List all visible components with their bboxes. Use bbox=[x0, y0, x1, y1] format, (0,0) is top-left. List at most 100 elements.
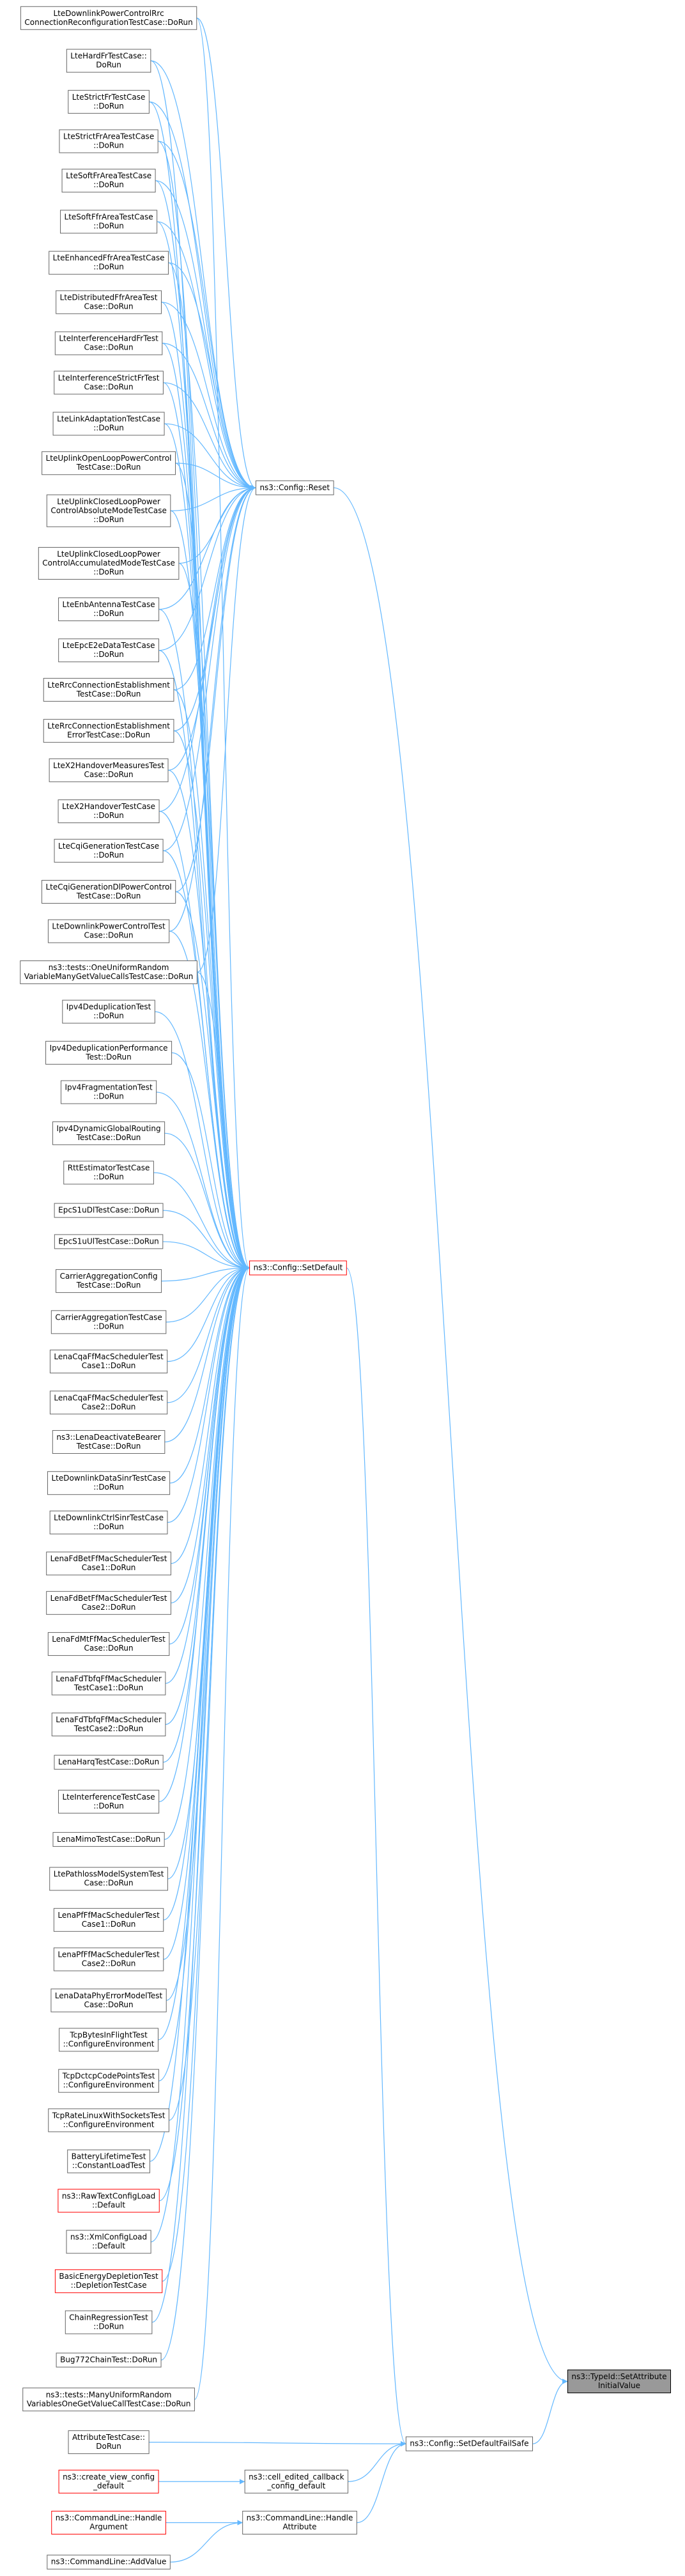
node-label: LteCqiGenerationDlPowerControl bbox=[45, 883, 171, 891]
edge bbox=[178, 562, 250, 1271]
node-label: LteEnhancedFfrAreaTestCase bbox=[53, 254, 165, 263]
node-label: ControlAbsoluteModeTestCase bbox=[50, 506, 167, 515]
edge bbox=[170, 510, 250, 1271]
graph-node: ns3::Config::Reset bbox=[255, 480, 334, 495]
node-label: Case::DoRun bbox=[84, 343, 134, 352]
node-label: TcpDctcpCodePointsTest bbox=[62, 2072, 155, 2081]
edge bbox=[162, 343, 256, 491]
edge bbox=[159, 1265, 250, 2202]
edge bbox=[161, 1265, 250, 1282]
node-box bbox=[60, 1080, 157, 1104]
node-label: ns3::cell_edited_callback bbox=[249, 2472, 344, 2481]
graph-node: CarrierAggregationTestCase::DoRun bbox=[50, 1310, 167, 1334]
node-label: Case1::DoRun bbox=[82, 1563, 136, 1572]
node-label: Case2::DoRun bbox=[82, 1959, 136, 1968]
node-label: LenaDataPhyErrorModelTest bbox=[55, 1991, 163, 2000]
edge bbox=[175, 463, 250, 1271]
node-box bbox=[53, 1947, 164, 1971]
node-label: DoRun bbox=[96, 2442, 121, 2451]
edge bbox=[168, 485, 256, 771]
node-label: Case2::DoRun bbox=[82, 1603, 136, 1612]
graph-node: ns3::XmlConfigLoad::Default bbox=[66, 2230, 151, 2254]
node-box bbox=[47, 1632, 170, 1656]
node-label: DoRun bbox=[96, 61, 121, 70]
node-box bbox=[46, 1591, 171, 1615]
node-label: InitialValue bbox=[598, 2381, 640, 2390]
node-label: Ipv4DynamicGlobalRouting bbox=[57, 1124, 161, 1133]
node-label: LteUplinkClosedLoopPower bbox=[57, 550, 160, 559]
node-label: ::ConfigureEnvironment bbox=[63, 2120, 155, 2129]
edge bbox=[150, 1265, 250, 2162]
edge bbox=[151, 1265, 250, 2242]
node-label: EpcS1uDlTestCase::DoRun bbox=[58, 1206, 159, 1215]
node-label: TestCase::DoRun bbox=[76, 1281, 141, 1290]
edge bbox=[163, 1210, 250, 1271]
node-box bbox=[51, 2511, 166, 2535]
node-box bbox=[58, 2469, 159, 2494]
node-label: ::DoRun bbox=[93, 811, 124, 820]
edge bbox=[157, 221, 256, 491]
edge bbox=[168, 262, 250, 1271]
node-label: LtePathlossModelSystemTest bbox=[54, 1870, 164, 1879]
graph-node: ns3::tests::OneUniformRandomVariableMany… bbox=[20, 960, 197, 984]
graph-node: ns3::CommandLine::AddValue bbox=[47, 2554, 171, 2570]
graph-node: ChainRegressionTest::DoRun bbox=[65, 2310, 153, 2334]
graph-node: ns3::Config::SetDefaultFailSafe bbox=[405, 2436, 534, 2451]
node-label: Case::DoRun bbox=[84, 931, 134, 940]
node-label: LteDownlinkDataSinrTestCase bbox=[52, 1474, 166, 1483]
node-label: LteInterferenceHardFrTest bbox=[59, 334, 158, 343]
node-label: ::DoRun bbox=[93, 1092, 124, 1101]
node-box bbox=[45, 1040, 173, 1065]
node-box bbox=[50, 1988, 167, 2012]
node-label: LteHardFrTestCase:: bbox=[70, 52, 147, 61]
edge bbox=[348, 2441, 406, 2482]
node-label: LenaHarqTestCase::DoRun bbox=[58, 1757, 159, 1766]
edge bbox=[164, 1132, 250, 1271]
node-box bbox=[49, 251, 169, 275]
graph-node: RttEstimatorTestCase::DoRun bbox=[63, 1161, 154, 1185]
edge bbox=[159, 485, 256, 812]
node-box bbox=[66, 49, 151, 73]
node-box bbox=[53, 1908, 164, 1932]
node-box bbox=[20, 960, 197, 984]
node-box bbox=[49, 1391, 168, 1415]
node-label: ::DoRun bbox=[93, 1172, 124, 1181]
node-label: Ipv4FragmentationTest bbox=[65, 1083, 152, 1092]
edge bbox=[158, 485, 256, 651]
node-box bbox=[42, 451, 176, 475]
node-label: ns3::CommandLine::Handle bbox=[56, 2513, 162, 2522]
node-box bbox=[59, 129, 158, 153]
edge bbox=[173, 689, 250, 1271]
edge bbox=[357, 2441, 406, 2524]
edge bbox=[171, 1265, 250, 1603]
node-label: ns3::TypeId::SetAttribute bbox=[571, 2372, 666, 2381]
node-label: LteDownlinkPowerControlTest bbox=[52, 922, 165, 931]
node-label: LenaFdTbfqFfMacScheduler bbox=[56, 1715, 162, 1724]
node-label: LenaFdBetFfMacSchedulerTest bbox=[50, 1554, 167, 1563]
node-label: TestCase::DoRun bbox=[76, 1133, 141, 1142]
node-label: ::DoRun bbox=[93, 567, 124, 576]
node-box bbox=[68, 89, 150, 114]
node-label: LteUplinkClosedLoopPower bbox=[57, 497, 160, 506]
node-box bbox=[255, 480, 334, 495]
node-box bbox=[43, 677, 174, 702]
edge bbox=[170, 2520, 243, 2563]
node-label: LteUplinkOpenLoopPowerControl bbox=[46, 454, 172, 463]
node-box bbox=[63, 1161, 154, 1185]
edge bbox=[197, 485, 256, 973]
node-box bbox=[47, 919, 170, 943]
graph-node: Ipv4FragmentationTest::DoRun bbox=[60, 1080, 157, 1104]
node-label: ns3::Config::Reset bbox=[259, 483, 330, 492]
node-label: ns3::RawTextConfigLoad bbox=[62, 2191, 155, 2200]
node-box bbox=[54, 371, 164, 395]
node-label: ConnectionReconfigurationTestCase::DoRun bbox=[24, 18, 192, 27]
node-label: LenaPfFfMacSchedulerTest bbox=[58, 1950, 160, 1959]
node-box bbox=[68, 2430, 150, 2455]
